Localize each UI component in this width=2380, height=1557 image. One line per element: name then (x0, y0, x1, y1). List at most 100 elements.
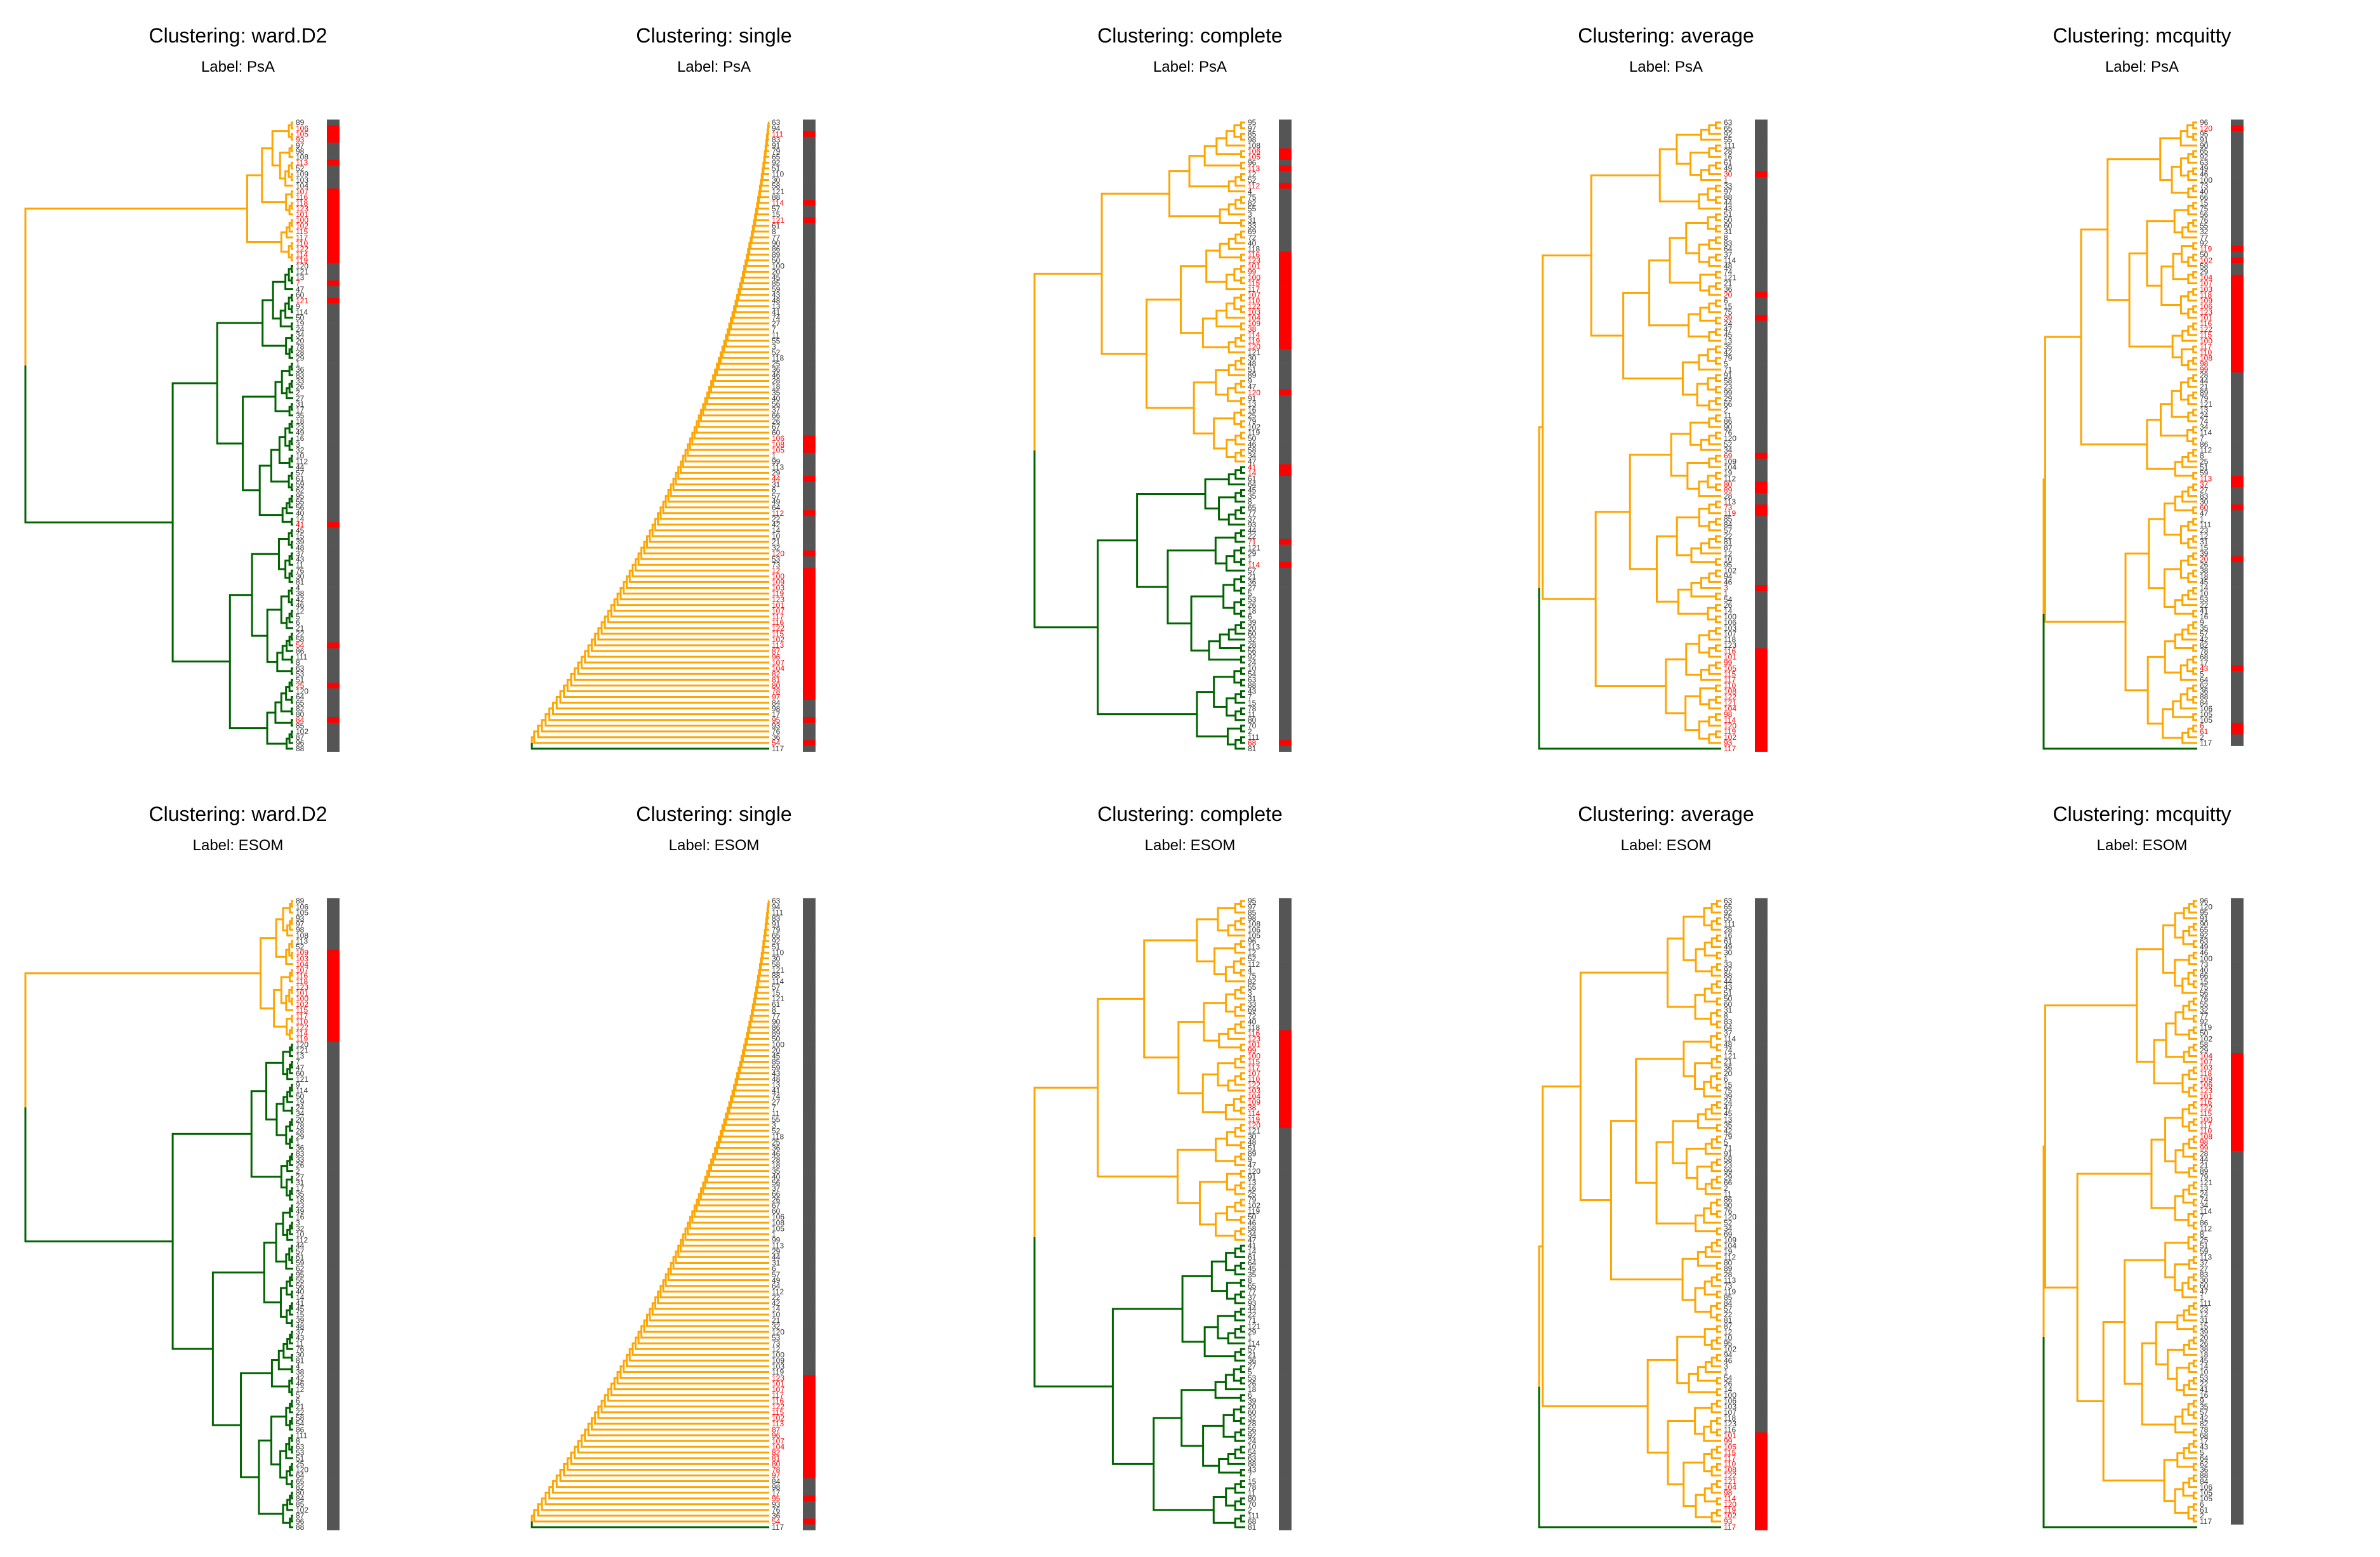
label-bar-cell-negative (327, 499, 340, 505)
leaf-label: 3 (772, 1120, 776, 1129)
leaf-labels: 9597859810810610596113125211247582553313… (1248, 118, 1260, 753)
leaf-label: 122 (772, 624, 784, 633)
dendrogram-link (1240, 1054, 1245, 1063)
dendrogram-link (271, 130, 289, 167)
leaf-label: 80 (296, 710, 305, 719)
leaf-label: 88 (2200, 693, 2209, 702)
dendrogram-link (736, 1072, 769, 1086)
label-bar-cell-negative (1279, 458, 1292, 465)
leaf-label: 22 (1248, 532, 1257, 541)
leaf-label: 119 (772, 589, 784, 598)
dendrogram-link (277, 537, 289, 570)
leaf-label: 122 (1724, 1471, 1736, 1480)
leaf-label: 65 (1724, 902, 1733, 911)
dendrogram-link (1203, 1326, 1236, 1358)
leaf-label: 33 (296, 1155, 305, 1164)
leaf-label: 110 (1724, 1460, 1736, 1469)
label-bar-cell-negative (327, 676, 340, 683)
dendrogram-link (1710, 1276, 1721, 1287)
dendrogram-link (291, 1026, 293, 1034)
label-bar-cell-negative (1279, 240, 1292, 247)
leaf-label: 22 (296, 1408, 305, 1417)
leaf-label: 114 (1724, 1494, 1736, 1503)
label-bar-cell-negative (803, 326, 816, 332)
label-bar-cell-negative (2231, 159, 2244, 166)
leaf-label: 4 (1248, 187, 1252, 196)
label-bar-cell-positive (2231, 298, 2244, 304)
leaf-label: 61 (772, 1000, 781, 1009)
dendrogram-link (1240, 1107, 1245, 1115)
label-bar-cell-negative (803, 1265, 816, 1272)
dendrogram-link (719, 351, 769, 365)
leaf-label: 59 (296, 480, 305, 489)
dendrogram-link (289, 1063, 293, 1075)
leaf-label: 96 (2200, 118, 2209, 127)
dendrogram-link (2192, 655, 2197, 664)
leaf-label: 113 (296, 159, 308, 168)
leaf-label: 59 (2200, 1247, 2209, 1256)
label-bar-cell-positive (1755, 654, 1768, 660)
label-bar-cell-positive (1279, 1076, 1292, 1082)
leaf-label: 98 (1248, 135, 1257, 144)
dendrogram-root-link (1033, 1237, 1113, 1388)
label-bar-cell-negative (2231, 1225, 2244, 1232)
dendrogram-link (1703, 1453, 1712, 1473)
label-bar-cell-negative (327, 384, 340, 390)
dendrogram-link (2187, 394, 2197, 405)
label-bar-cell-negative (1279, 430, 1292, 436)
dendrogram-link (1224, 1374, 1245, 1391)
leaf-label: 40 (772, 1173, 781, 1181)
dendrogram-link (1234, 383, 1245, 394)
leaf-label: 62 (2200, 681, 2209, 690)
leaf-label: 115 (1724, 1448, 1736, 1457)
leaf-label: 14 (1724, 1385, 1733, 1394)
leaf-label: 8 (1248, 1276, 1252, 1285)
label-bar-cell-negative (327, 355, 340, 362)
dendrogram-link (2192, 437, 2197, 445)
label-bar-cell-negative (2231, 177, 2244, 183)
label-bar-cell-negative (2231, 921, 2244, 928)
leaf-label: 108 (1248, 141, 1260, 150)
label-bar-cell-negative (2231, 1306, 2244, 1312)
label-bar-cell-negative (803, 978, 816, 985)
label-bar-cell-negative (327, 1501, 340, 1508)
label-bar-cell-negative (1755, 1254, 1768, 1261)
dendrogram-link (1240, 1291, 1245, 1299)
label-bar-cell-negative (1755, 1082, 1768, 1088)
dendrogram-link (1240, 173, 1245, 181)
label-bar-cell-negative (803, 1214, 816, 1220)
leaf-label: 39 (296, 1316, 305, 1325)
dendrogram-link (1224, 1103, 1245, 1120)
label-bar-cell-negative (327, 1495, 340, 1502)
leaf-label: 24 (2200, 411, 2209, 420)
label-bar-cell-negative (327, 154, 340, 161)
leaf-label: 30 (2200, 497, 2209, 506)
label-bar-cell-negative (803, 1334, 816, 1341)
label-bar-cell-negative (803, 1248, 816, 1255)
leaf-label: 121 (772, 966, 784, 975)
label-bar-cell-positive (803, 654, 816, 660)
leaf-label: 69 (1724, 451, 1733, 460)
dendrogram-link (2192, 185, 2197, 193)
leaf-label: 20 (2200, 1333, 2209, 1342)
label-bar-cell-negative (1755, 223, 1768, 229)
panel-mcquitty-psa: Clustering: mcquitty Label: PsA 96 120 95 9… (1904, 0, 2380, 778)
leaf-label: 24 (1724, 319, 1733, 328)
dendrogram-link (1097, 539, 1197, 716)
dendrogram-link (291, 1015, 293, 1023)
label-bar-cell-positive (803, 619, 816, 626)
leaf-label: 118 (1248, 244, 1260, 253)
leaf-label: 43 (296, 555, 305, 563)
label-bar-cell-negative (1279, 1139, 1292, 1146)
dendrogram-link (1234, 1310, 1245, 1322)
dendrogram-link (1658, 148, 1700, 203)
dendrogram-link (1698, 508, 1709, 527)
dendrogram-link (2192, 713, 2197, 721)
dendrogram-link (285, 1253, 293, 1270)
label-bar-cell-negative (327, 418, 340, 424)
label-bar-cell-positive (803, 1443, 816, 1450)
dendrogram-root-link (2042, 478, 2046, 614)
leaf-label: 3 (1724, 1362, 1728, 1371)
dendrogram-link (291, 294, 293, 302)
leaf-label: 114 (1248, 1339, 1260, 1348)
